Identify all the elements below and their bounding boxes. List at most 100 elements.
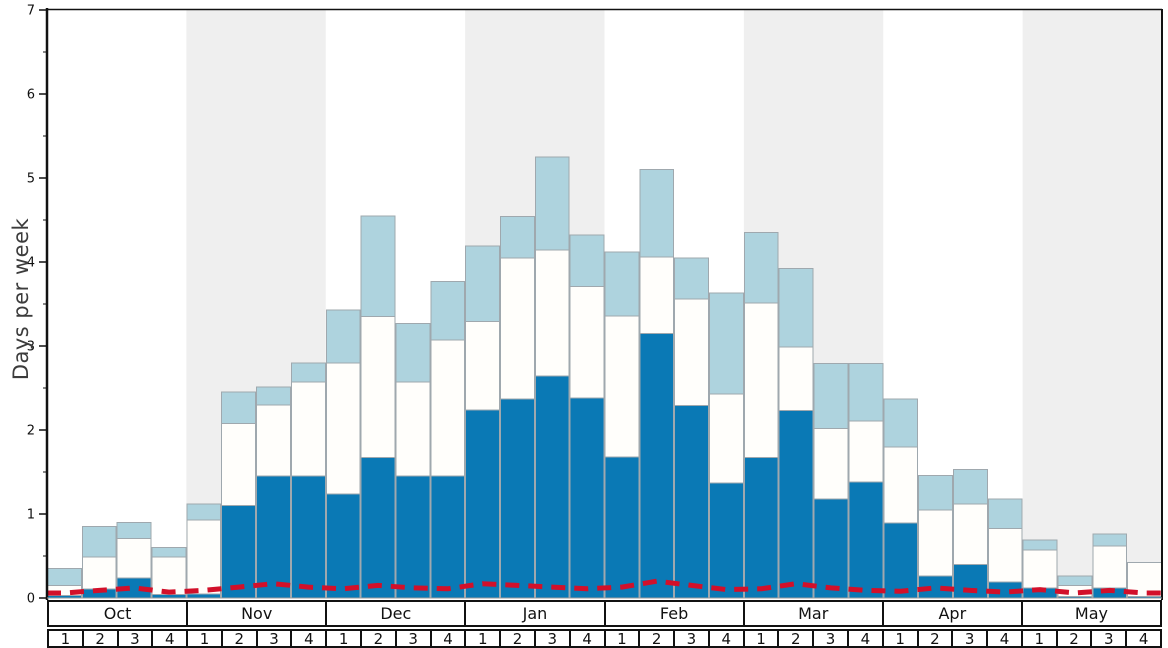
bar-white-week-15	[534, 249, 570, 377]
bar-dark-week-24	[848, 481, 884, 599]
bar-dark-week-20	[709, 482, 744, 599]
bar-light-week-12	[430, 280, 466, 341]
bar-light-week-18	[639, 169, 675, 258]
week-cell-nov-4: 4	[290, 631, 325, 646]
bar-white-week-20	[709, 393, 744, 484]
bar-white-week-25	[883, 446, 919, 524]
bar-white-week-18	[639, 256, 675, 334]
bar-dark-week-8	[290, 475, 326, 599]
week-cell-apr-1: 1	[881, 631, 917, 646]
bar-white-week-2	[81, 556, 117, 590]
week-cell-feb-2: 2	[638, 631, 673, 646]
bar-dark-week-11	[395, 475, 431, 599]
bar-light-week-8	[290, 362, 326, 383]
bar-light-week-25	[883, 398, 919, 448]
month-cell-oct: Oct	[103, 604, 132, 623]
y-tick-label-4: 4	[27, 256, 35, 271]
bar-light-week-24	[848, 363, 884, 422]
bar-light-week-3	[116, 521, 152, 539]
bar-white-week-23	[813, 427, 849, 500]
month-cell-may: May	[1020, 602, 1160, 625]
bar-light-week-10	[360, 215, 396, 318]
bar-white-week-16	[569, 285, 605, 399]
week-cell-mar-2: 2	[777, 631, 812, 646]
bar-white-week-9	[325, 362, 361, 495]
week-cell-oct-3: 3	[116, 631, 152, 646]
bar-light-week-29	[1022, 539, 1058, 551]
week-cell-jan-2: 2	[499, 631, 534, 646]
bar-dark-week-4	[151, 594, 187, 599]
week-cell-feb-4: 4	[707, 631, 743, 646]
y-tick-label-5: 5	[27, 172, 35, 187]
bar-light-week-1	[47, 568, 82, 586]
bar-white-week-5	[186, 519, 222, 595]
week-cell-nov-2: 2	[220, 631, 256, 646]
bar-dark-week-6	[221, 505, 257, 599]
bar-light-week-7	[256, 386, 291, 406]
bar-dark-week-17	[604, 456, 640, 599]
y-tick-label-7: 7	[27, 4, 35, 19]
week-cell-feb-1: 1	[603, 631, 639, 646]
bar-dark-week-7	[256, 475, 291, 599]
week-cell-apr-2: 2	[916, 631, 952, 646]
y-axis-title-text: Days per week	[9, 217, 34, 381]
bar-light-week-27	[952, 468, 988, 505]
bar-dark-week-9	[325, 493, 361, 599]
y-tick-label-1: 1	[27, 508, 35, 523]
red-dashed-line	[47, 578, 1162, 596]
week-cell-apr-4: 4	[986, 631, 1021, 646]
bar-white-week-8	[290, 381, 326, 477]
bar-white-week-21	[743, 302, 779, 459]
bar-dark-week-27	[952, 563, 988, 599]
bar-white-week-10	[360, 316, 396, 459]
bar-white-week-3	[116, 537, 152, 579]
bar-white-week-6	[221, 422, 257, 507]
bar-light-week-30	[1057, 575, 1093, 586]
y-tick-label-6: 6	[27, 88, 35, 103]
bar-dark-week-12	[430, 475, 466, 599]
week-cell-feb-3: 3	[673, 631, 708, 646]
bar-white-week-11	[395, 381, 431, 477]
week-cell-oct-1: 1	[60, 631, 71, 646]
bar-light-week-4	[151, 547, 187, 558]
bar-light-week-22	[778, 268, 814, 348]
month-cell-nov: Nov	[186, 602, 325, 625]
bar-white-week-7	[256, 404, 291, 477]
bar-light-week-17	[604, 251, 640, 317]
bar-white-week-4	[151, 556, 187, 596]
months-row: Oct Nov Dec Jan Feb Mar Apr May	[47, 600, 1162, 627]
week-cell-may-3: 3	[1090, 631, 1125, 646]
bar-white-week-17	[604, 315, 640, 458]
bar-white-week-14	[499, 257, 535, 400]
week-cell-mar-3: 3	[812, 631, 847, 646]
y-tick-label-3: 3	[27, 340, 35, 355]
bar-light-week-11	[395, 322, 431, 383]
bar-dark-week-10	[360, 457, 396, 599]
week-cell-nov-1: 1	[186, 631, 221, 646]
week-cell-mar-1: 1	[742, 631, 778, 646]
bar-dark-week-15	[534, 375, 570, 599]
month-cell-jan: Jan	[464, 602, 603, 625]
week-cell-oct-4: 4	[151, 631, 186, 646]
y-tick-label-0: 0	[27, 592, 35, 607]
month-cell-dec: Dec	[325, 602, 464, 625]
bar-light-week-20	[709, 292, 744, 395]
month-band-may	[1022, 10, 1162, 598]
bar-white-week-19	[674, 298, 710, 407]
week-cell-dec-3: 3	[394, 631, 430, 646]
bar-dark-week-16	[569, 397, 605, 599]
bar-light-week-14	[499, 216, 535, 259]
week-cell-dec-2: 2	[360, 631, 395, 646]
bar-light-week-15	[534, 156, 570, 251]
week-cell-mar-4: 4	[846, 631, 882, 646]
bar-dark-week-23	[813, 498, 849, 599]
y-axis-title: Days per week	[4, 0, 38, 598]
week-cell-may-1: 1	[1020, 631, 1056, 646]
bar-white-week-29	[1022, 549, 1058, 589]
bar-light-week-6	[221, 391, 257, 424]
bar-white-week-31	[1092, 545, 1128, 589]
week-cell-nov-3: 3	[255, 631, 291, 646]
month-cell-feb: Feb	[603, 602, 743, 625]
